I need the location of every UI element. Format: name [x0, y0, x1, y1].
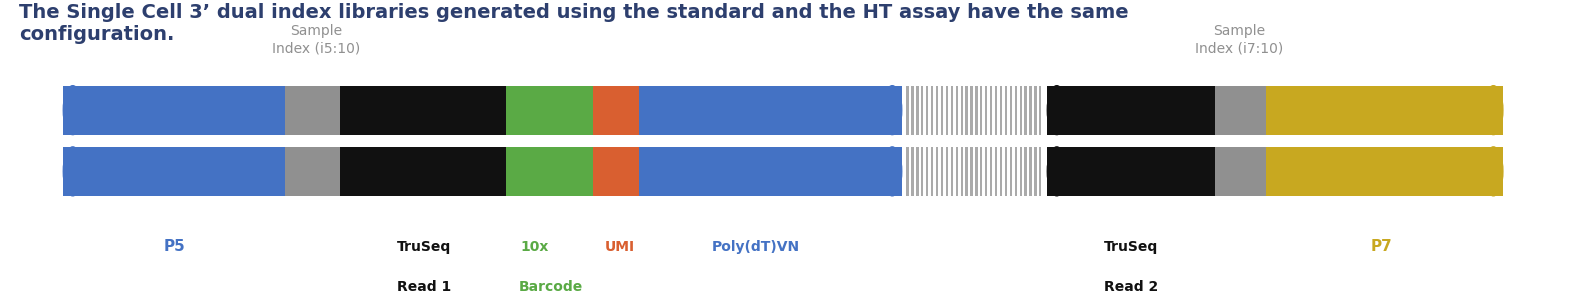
Text: P7: P7: [1370, 239, 1392, 254]
Bar: [1030, 86, 1031, 135]
Bar: [932, 147, 933, 196]
Ellipse shape: [883, 147, 902, 196]
Bar: [1009, 147, 1012, 196]
Ellipse shape: [1047, 86, 1066, 135]
Text: Sample
Index (i5:10): Sample Index (i5:10): [272, 24, 361, 56]
Bar: [1039, 147, 1041, 196]
Bar: [593, 86, 639, 135]
Bar: [285, 86, 340, 135]
Bar: [925, 147, 929, 196]
Bar: [639, 86, 902, 135]
Bar: [1014, 86, 1017, 135]
Bar: [916, 86, 919, 135]
Bar: [1266, 86, 1503, 135]
Bar: [1215, 86, 1266, 135]
Bar: [941, 86, 943, 135]
Bar: [932, 86, 933, 135]
Bar: [976, 86, 978, 135]
Bar: [937, 147, 938, 196]
Bar: [906, 147, 908, 196]
Bar: [965, 147, 968, 196]
Bar: [956, 86, 957, 135]
Text: TruSeq: TruSeq: [397, 240, 451, 254]
Bar: [63, 86, 285, 135]
Text: UMI: UMI: [604, 240, 636, 254]
Bar: [906, 86, 908, 135]
Ellipse shape: [63, 86, 82, 135]
Bar: [1025, 86, 1027, 135]
Bar: [965, 86, 968, 135]
Bar: [956, 147, 957, 196]
Bar: [921, 147, 924, 196]
Bar: [63, 147, 285, 196]
Bar: [1030, 147, 1031, 196]
Bar: [1005, 147, 1008, 196]
Ellipse shape: [1484, 147, 1503, 196]
Text: Poly(dT)VN: Poly(dT)VN: [712, 240, 800, 254]
Bar: [1035, 86, 1036, 135]
Bar: [937, 86, 938, 135]
Bar: [960, 147, 963, 196]
Bar: [986, 147, 987, 196]
Bar: [1000, 147, 1001, 196]
Bar: [986, 86, 987, 135]
Ellipse shape: [1484, 86, 1503, 135]
Text: The Single Cell 3’ dual index libraries generated using the standard and the HT : The Single Cell 3’ dual index libraries …: [19, 3, 1128, 44]
Bar: [946, 147, 948, 196]
Text: P5: P5: [163, 239, 185, 254]
Bar: [1215, 147, 1266, 196]
Bar: [1000, 86, 1001, 135]
Bar: [1039, 86, 1041, 135]
Bar: [285, 147, 340, 196]
Bar: [639, 147, 902, 196]
Ellipse shape: [63, 147, 82, 196]
Text: Read 2: Read 2: [1104, 280, 1158, 294]
Bar: [995, 86, 997, 135]
Bar: [946, 86, 948, 135]
Bar: [981, 147, 982, 196]
Bar: [1047, 147, 1215, 196]
Text: Sample
Index (i7:10): Sample Index (i7:10): [1194, 24, 1283, 56]
Bar: [1047, 86, 1215, 135]
Bar: [995, 147, 997, 196]
Bar: [911, 86, 914, 135]
Bar: [340, 147, 506, 196]
Text: TruSeq: TruSeq: [1104, 240, 1158, 254]
Bar: [960, 86, 963, 135]
Bar: [941, 147, 943, 196]
Bar: [951, 147, 952, 196]
Text: 10x: 10x: [520, 240, 549, 254]
Bar: [970, 147, 973, 196]
Bar: [990, 86, 992, 135]
Bar: [340, 86, 506, 135]
Bar: [976, 147, 978, 196]
Bar: [970, 86, 973, 135]
Bar: [1005, 86, 1008, 135]
Bar: [921, 86, 924, 135]
Text: Read 1: Read 1: [397, 280, 451, 294]
Bar: [925, 86, 929, 135]
Bar: [1019, 86, 1022, 135]
Bar: [911, 147, 914, 196]
Bar: [593, 147, 639, 196]
Bar: [506, 147, 593, 196]
Bar: [981, 86, 982, 135]
Ellipse shape: [1047, 147, 1066, 196]
Bar: [506, 86, 593, 135]
Bar: [951, 86, 952, 135]
Bar: [990, 147, 992, 196]
Bar: [1035, 147, 1036, 196]
Bar: [1009, 86, 1012, 135]
Bar: [1019, 147, 1022, 196]
Bar: [916, 147, 919, 196]
Ellipse shape: [883, 86, 902, 135]
Bar: [1014, 147, 1017, 196]
Text: Barcode: Barcode: [519, 280, 582, 294]
Bar: [1266, 147, 1503, 196]
Bar: [1025, 147, 1027, 196]
